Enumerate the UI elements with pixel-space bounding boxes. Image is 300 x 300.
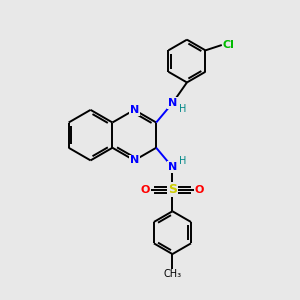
Text: Cl: Cl: [222, 40, 234, 50]
Text: O: O: [141, 185, 150, 195]
Text: N: N: [168, 162, 177, 172]
Text: S: S: [168, 183, 177, 196]
Text: N: N: [130, 155, 139, 165]
Text: N: N: [130, 105, 139, 115]
Text: CH₃: CH₃: [164, 269, 181, 279]
Text: H: H: [179, 104, 187, 114]
Text: O: O: [194, 185, 204, 195]
Text: H: H: [179, 156, 187, 166]
Text: N: N: [168, 98, 177, 108]
